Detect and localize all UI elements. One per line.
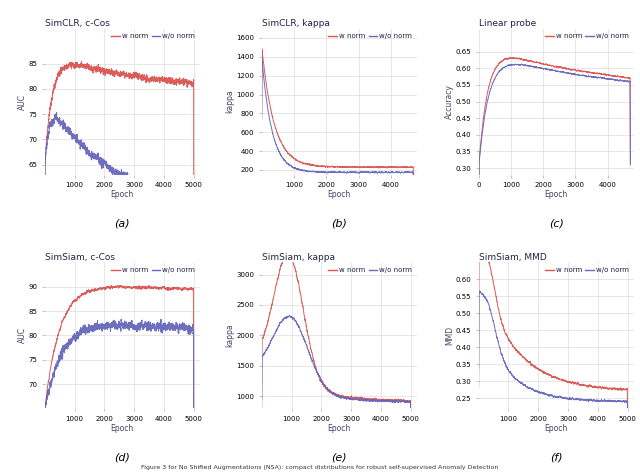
Text: (b): (b) — [332, 218, 347, 228]
Text: (e): (e) — [332, 452, 347, 462]
Y-axis label: AUC: AUC — [18, 327, 27, 343]
X-axis label: Epoch: Epoch — [328, 424, 351, 433]
Y-axis label: AUC: AUC — [18, 94, 27, 110]
Legend: w norm, w/o norm: w norm, w/o norm — [110, 32, 196, 41]
X-axis label: Epoch: Epoch — [111, 424, 134, 433]
Text: Linear probe: Linear probe — [479, 19, 536, 28]
Text: SimCLR, c-Cos: SimCLR, c-Cos — [45, 19, 109, 28]
Text: (d): (d) — [115, 452, 130, 462]
Legend: w norm, w/o norm: w norm, w/o norm — [544, 32, 630, 41]
X-axis label: Epoch: Epoch — [545, 424, 568, 433]
Y-axis label: kappa: kappa — [226, 323, 235, 347]
Y-axis label: kappa: kappa — [226, 90, 235, 114]
Text: Figure 3 for No Shifted Augmentations (NSA): compact distributions for robust se: Figure 3 for No Shifted Augmentations (N… — [141, 465, 499, 470]
Text: SimSiam, MMD: SimSiam, MMD — [479, 253, 547, 262]
Text: (a): (a) — [115, 218, 130, 228]
X-axis label: Epoch: Epoch — [545, 190, 568, 199]
Legend: w norm, w/o norm: w norm, w/o norm — [544, 266, 630, 275]
Legend: w norm, w/o norm: w norm, w/o norm — [327, 266, 413, 275]
Text: SimCLR, kappa: SimCLR, kappa — [262, 19, 330, 28]
X-axis label: Epoch: Epoch — [328, 190, 351, 199]
Legend: w norm, w/o norm: w norm, w/o norm — [327, 32, 413, 41]
Text: SimSiam, c-Cos: SimSiam, c-Cos — [45, 253, 115, 262]
Text: (f): (f) — [550, 452, 563, 462]
Y-axis label: MMD: MMD — [445, 326, 454, 345]
Text: SimSiam, kappa: SimSiam, kappa — [262, 253, 335, 262]
X-axis label: Epoch: Epoch — [111, 190, 134, 199]
Legend: w norm, w/o norm: w norm, w/o norm — [110, 266, 196, 275]
Y-axis label: Accuracy: Accuracy — [445, 84, 454, 119]
Text: (c): (c) — [548, 218, 564, 228]
